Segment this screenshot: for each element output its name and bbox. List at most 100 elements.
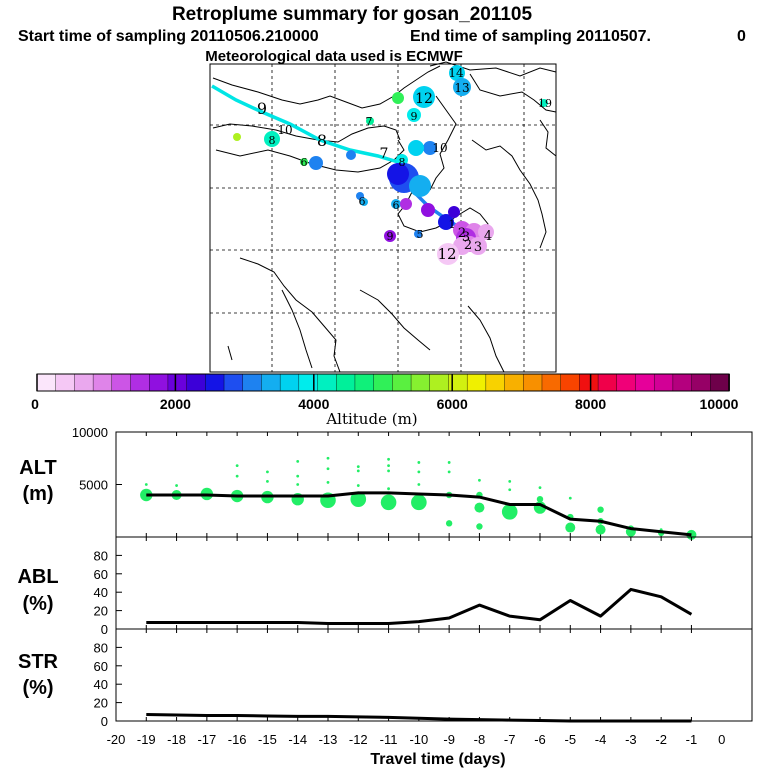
colorbar-cell [242, 373, 263, 392]
x-tick-label: -13 [319, 732, 338, 747]
x-tick-label: -6 [534, 732, 546, 747]
colorbar-cell [560, 373, 581, 392]
altitude-cluster-point [501, 504, 518, 520]
altitude-cluster-point [350, 491, 367, 508]
plume-cluster-label: 8 [269, 134, 276, 147]
plume-cluster-label: 10 [432, 141, 447, 155]
colorbar-tick-label: 8000 [575, 396, 606, 412]
panel-ylabel: STR [18, 651, 59, 673]
altitude-cluster-point [380, 494, 397, 511]
colorbar-cell [149, 373, 169, 392]
altitude-cluster-point [296, 483, 300, 486]
colorbar-tick-label: 2000 [160, 396, 191, 412]
plume-cluster-label: 9 [387, 230, 394, 243]
altitude-cluster-point [538, 486, 542, 490]
end-time-label: End time of sampling 20110507. [410, 28, 651, 45]
colorbar-cell [55, 373, 76, 392]
colorbar-ticks: 0 2000 4000 6000 8000 10000 [31, 374, 739, 412]
plume-cluster-label: 19 [538, 97, 552, 110]
altitude-cluster-point [478, 478, 481, 482]
altitude-cluster-point [144, 483, 148, 486]
panel-frame [115, 431, 753, 538]
colorbar-tick-label: 6000 [437, 396, 468, 412]
altitude-cluster-point [387, 457, 390, 461]
plume-cluster-label: 6 [393, 199, 400, 212]
x-tick-label: -14 [288, 732, 307, 747]
start-time-label: Start time of sampling 20110506.210000 [18, 28, 319, 45]
colorbar-cell [336, 373, 356, 392]
x-tick-label: -3 [625, 732, 637, 747]
x-tick-label: -20 [107, 732, 126, 747]
colorbar-cell [710, 373, 730, 392]
colorbar-cell [597, 373, 618, 392]
altitude-cluster-point [235, 474, 239, 478]
plume-cluster-label: 7 [366, 115, 373, 128]
altitude-cluster-point [266, 479, 269, 483]
altitude-cluster-point [536, 496, 544, 503]
colorbar-cell [261, 373, 281, 392]
x-tick-label: -4 [595, 732, 607, 747]
altitude-cluster-point [205, 488, 209, 492]
altitude-cluster-point [565, 522, 576, 533]
colorbar-cell [410, 373, 431, 392]
panel-ylabel: ALT [19, 457, 56, 479]
x-tick-label: -16 [228, 732, 247, 747]
figure-title: Retroplume summary for gosan_201105 [172, 4, 533, 25]
x-axis-label: Travel time (days) [370, 751, 505, 768]
colorbar-cell [635, 373, 655, 392]
colorbar-cell [653, 373, 674, 392]
plume-cluster-label: 9 [257, 99, 267, 118]
x-tick-label: -19 [137, 732, 156, 747]
plume-cluster-label: 7 [380, 146, 389, 162]
colorbar-cell [485, 373, 506, 392]
plume-cluster-label: 4 [484, 229, 492, 244]
series-line-alt [146, 491, 692, 537]
altitude-cluster-point [597, 506, 604, 513]
colorbar-cell [111, 373, 132, 392]
colorbar-tick-label: 0 [31, 396, 39, 412]
colorbar-cell [205, 373, 225, 392]
y-tick-label: 60 [94, 567, 108, 582]
colorbar-cell [92, 373, 113, 392]
altitude-cluster-point [447, 470, 451, 474]
colorbar-cell [523, 373, 543, 392]
colorbar-cell [504, 373, 525, 392]
colorbar-cell [429, 373, 450, 392]
colorbar-cell [541, 373, 562, 392]
altitude-cluster-point [296, 460, 300, 463]
plume-cluster-label: 13 [454, 81, 469, 95]
colorbar-axis-label: Altitude (m) [325, 410, 417, 428]
y-tick-label: 20 [94, 604, 108, 619]
series-line-str [146, 713, 692, 723]
y-tick-label: 40 [94, 677, 108, 692]
plume-cluster-label: 14 [448, 66, 464, 80]
colorbar-cell [691, 373, 712, 392]
colorbar-cell [279, 373, 300, 392]
colorbar-cell [616, 373, 637, 392]
end-time-suffix: 0 [737, 28, 746, 45]
plume-cluster-label: 12 [415, 91, 433, 107]
map-gridlines [210, 64, 556, 372]
altitude-cluster-point [175, 484, 178, 487]
plume-cluster-label: 1 [449, 218, 456, 231]
y-tick-label: 20 [94, 696, 108, 711]
altitude-cluster-point [474, 502, 485, 513]
altitude-cluster-point [235, 464, 239, 467]
panel-ylabel-unit: (%) [22, 677, 53, 699]
colorbar-cell [448, 373, 468, 392]
panel-alt: ALT (m) 10000 5000 [19, 425, 753, 540]
x-tick-label: -7 [504, 732, 516, 747]
colorbar-cell [74, 373, 94, 392]
altitude-cluster-point [447, 461, 451, 464]
x-tick-label: -17 [197, 732, 216, 747]
altitude-cluster-point [356, 484, 360, 487]
altitude-colorbar: 0 2000 4000 6000 8000 10000 Altitude (m) [31, 373, 739, 428]
altitude-cluster-point [417, 461, 421, 464]
plume-clusters [233, 65, 548, 265]
panel-abl: ABL (%) 80 60 40 20 0 [17, 536, 753, 637]
altitude-cluster-point [356, 469, 360, 473]
colorbar-cell [579, 373, 599, 392]
